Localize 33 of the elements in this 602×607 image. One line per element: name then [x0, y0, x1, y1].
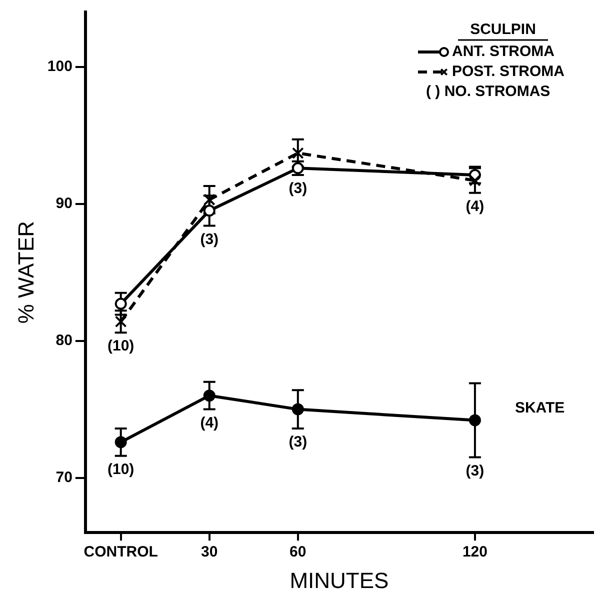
legend-label: ANT. STROMA	[452, 43, 555, 60]
legend-title: SCULPIN	[470, 21, 536, 38]
annotation: (4)	[466, 198, 484, 215]
annotation: (3)	[466, 462, 484, 480]
legend-label: POST. STROMA	[452, 63, 565, 80]
x-tick-label: CONTROL	[84, 544, 158, 561]
point	[114, 298, 127, 310]
point	[203, 194, 216, 206]
annotation: (3)	[288, 434, 308, 451]
point	[292, 403, 304, 416]
x-tick-label: 30	[201, 544, 218, 561]
annotation: (10)	[107, 461, 134, 478]
annotation: (3)	[288, 180, 308, 198]
annotation: ( ) NO. STROMAS	[426, 83, 550, 100]
point	[468, 414, 481, 426]
y-tick-label: 80	[56, 332, 72, 349]
x-tick-label: 60	[290, 544, 306, 561]
point	[114, 316, 127, 328]
point	[203, 390, 216, 402]
text: SKATE	[514, 399, 565, 416]
annotation: (4)	[200, 414, 219, 432]
x-axis-title: MINUTES	[290, 568, 389, 593]
point	[292, 147, 304, 160]
point	[114, 436, 127, 448]
point	[203, 204, 216, 217]
y-axis-title: % WATER	[13, 220, 38, 324]
point	[469, 174, 481, 186]
x-tick-label: 120	[462, 544, 488, 561]
y-tick-label: 70	[56, 468, 72, 486]
annotation: (3)	[200, 230, 219, 248]
annotation: (10)	[107, 338, 134, 355]
y-tick-label: 100	[47, 58, 72, 75]
y-tick-label: 90	[56, 194, 72, 212]
